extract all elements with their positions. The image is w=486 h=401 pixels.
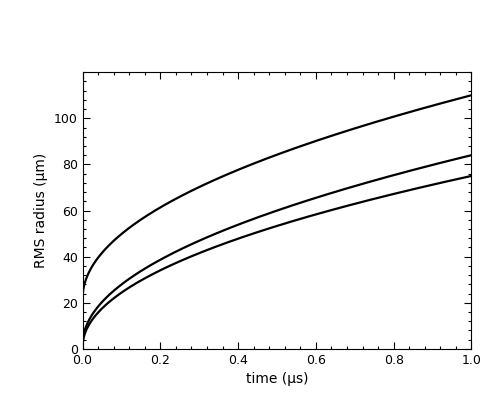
- Y-axis label: RMS radius (μm): RMS radius (μm): [35, 153, 48, 268]
- X-axis label: time (μs): time (μs): [246, 372, 308, 386]
